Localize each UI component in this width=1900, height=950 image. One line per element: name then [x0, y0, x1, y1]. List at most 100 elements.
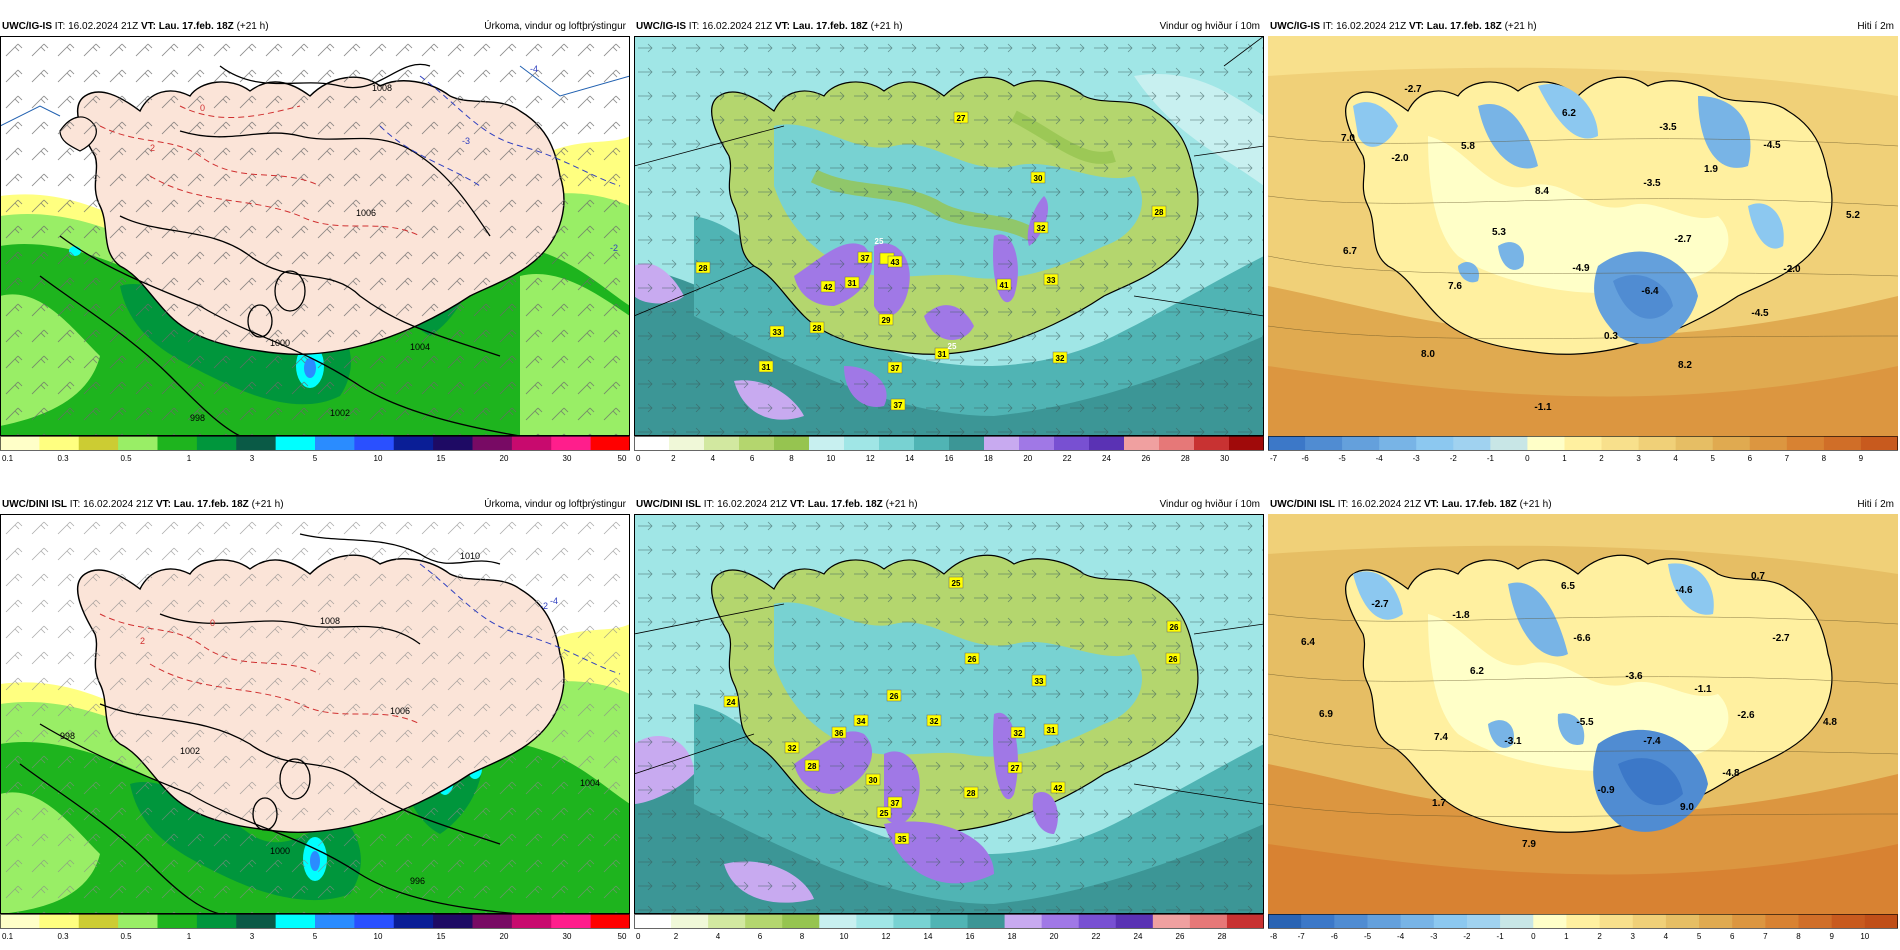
- gust-label: 32: [788, 744, 797, 753]
- temp-label: 7.9: [1522, 839, 1536, 850]
- temp-label: -4.5: [1751, 308, 1769, 319]
- colorbar-tick-label: 8: [1822, 454, 1827, 463]
- colorbar-tick-label: 4: [1673, 454, 1678, 463]
- isobar-label: 1006: [390, 706, 410, 716]
- colorbar-tick-label: 10: [1860, 932, 1869, 941]
- colorbar-tick-label: 18: [1008, 932, 1017, 941]
- gust-label: 33: [1035, 677, 1044, 686]
- temp-contour-label: 0: [200, 103, 205, 113]
- valid-time: Lau. 17.feb. 18Z: [158, 21, 234, 32]
- colorbar-tick-label: 50: [618, 454, 627, 463]
- gust-label: 26: [968, 655, 977, 664]
- colorbar-tick-label: 1: [187, 454, 192, 463]
- colorbar-tick-label: 2: [671, 454, 676, 463]
- colorbar-tick-label: 5: [313, 454, 318, 463]
- colorbar-tick-label: 20: [1023, 454, 1032, 463]
- colorbar-swatch: [1152, 914, 1191, 928]
- temp-contour-label: -3: [462, 136, 470, 146]
- colorbar-tick-label: 1: [187, 932, 192, 941]
- colorbar-tick-label: -8: [1270, 932, 1278, 941]
- colorbar-swatch: [1159, 436, 1195, 450]
- wind-map: 27 30 28 32 28 25 43 37 31 41 33 42 29 2…: [634, 36, 1264, 436]
- panel-title: Vindur og hviður í 10m: [1159, 499, 1260, 510]
- panel-title: Hiti í 2m: [1857, 21, 1894, 32]
- isobar-label: 998: [190, 413, 205, 423]
- colorbar-tick-label: -4: [1397, 932, 1405, 941]
- colorbar-tick-label: 26: [1176, 932, 1185, 941]
- panel-title: Hiti í 2m: [1857, 499, 1894, 510]
- colorbar-swatch: [157, 914, 198, 928]
- temp-label: 6.2: [1470, 666, 1484, 677]
- colorbar-swatch: [1490, 436, 1528, 450]
- colorbar-swatch: [914, 436, 950, 450]
- colorbar-border: [634, 914, 1264, 929]
- gust-label: 28: [813, 324, 822, 333]
- isobar-label: 1008: [320, 616, 340, 626]
- colorbar-swatch: [1189, 914, 1228, 928]
- panel-title: Vindur og hviður í 10m: [1159, 21, 1260, 32]
- colorbar-tick-label: 28: [1218, 932, 1227, 941]
- colorbar-swatch: [39, 436, 80, 450]
- temp-label: 6.9: [1319, 709, 1333, 720]
- temp-label: -2.0: [1391, 153, 1409, 164]
- colorbar-swatch: [1632, 914, 1667, 928]
- isobar-label: 998: [60, 731, 75, 741]
- temp-label: 8.2: [1678, 360, 1692, 371]
- temp-map: -2.7 7.0 -2.0 5.8 6.2 -3.5 -4.5 1.9 8.4 …: [1268, 36, 1898, 436]
- colorbar-swatch: [1699, 914, 1733, 928]
- colorbar-tick-label: 12: [882, 932, 891, 941]
- colorbar-swatch: [196, 436, 237, 450]
- colorbar-swatch: [1864, 914, 1898, 928]
- colorbar-tick-label: 5: [1710, 454, 1715, 463]
- temp-map: -2.7 -1.8 6.5 -4.6 0.7 6.4 -6.6 -2.7 6.2…: [1268, 514, 1898, 914]
- init-time: 16.02.2024 21Z: [702, 21, 773, 32]
- colorbar-tick-label: 2: [1597, 932, 1602, 941]
- colorbar-swatch: [1566, 914, 1601, 928]
- colorbar-swatch: [1019, 436, 1055, 450]
- colorbar-tick-label: 15: [437, 932, 446, 941]
- colorbar: -8 -7 -6 -5 -4 -3 -2 -1 0 1 2 3 4 5 6 7 8 9 10: [1268, 914, 1898, 942]
- colorbar-tick-label: 0.3: [57, 932, 69, 941]
- colorbar-tick-label: 18: [984, 454, 993, 463]
- colorbar-tick-label: -5: [1339, 454, 1347, 463]
- colorbar-tick-label: 8: [1796, 932, 1801, 941]
- valid-time: Lau. 17.feb. 18Z: [1441, 499, 1517, 510]
- gust-label: 42: [1054, 784, 1063, 793]
- colorbar: 0 2 4 6 8 10 12 14 16 18 20 22 24 26 28 30: [634, 436, 1264, 464]
- colorbar-tick-label: 6: [750, 454, 755, 463]
- panel-header: UWC/DINI ISL IT: 16.02.2024 21Z VT: Lau.…: [634, 496, 1264, 514]
- colorbar-swatch: [590, 914, 630, 928]
- colorbar-tick-label: 0: [636, 932, 641, 941]
- colorbar-tick-label: 4: [716, 932, 721, 941]
- colorbar-swatch: [1367, 914, 1402, 928]
- gust-label: 31: [848, 279, 857, 288]
- gust-label: 37: [861, 254, 870, 263]
- colorbar-border: [634, 436, 1264, 451]
- colorbar-tick-label: 1: [1564, 932, 1569, 941]
- colorbar-swatch: [551, 914, 592, 928]
- isobar-label: 1006: [356, 208, 376, 218]
- colorbar-tick-label: 4: [711, 454, 716, 463]
- gust-label: 24: [727, 698, 736, 707]
- gust-label: 32: [1014, 729, 1023, 738]
- colorbar-swatch: [1054, 436, 1090, 450]
- gust-label: 36: [835, 729, 844, 738]
- colorbar-tick-label: 3: [1630, 932, 1635, 941]
- colorbar-tick-label: 3: [250, 454, 255, 463]
- colorbar-swatch: [984, 436, 1020, 450]
- colorbar-swatch: [774, 436, 810, 450]
- colorbar-tick-label: 14: [924, 932, 933, 941]
- colorbar-swatch: [472, 914, 513, 928]
- colorbar-tick-label: 30: [563, 454, 572, 463]
- valid-time: Lau. 17.feb. 18Z: [1426, 21, 1502, 32]
- isobar-label: 996: [410, 876, 425, 886]
- gust-label: 28: [808, 762, 817, 771]
- colorbar-swatch: [1226, 914, 1264, 928]
- colorbar-swatch: [157, 436, 198, 450]
- colorbar-tick-label: 1: [1562, 454, 1567, 463]
- colorbar-tick-label: 8: [800, 932, 805, 941]
- colorbar-swatch: [930, 914, 969, 928]
- colorbar-swatch: [1268, 914, 1302, 928]
- colorbar-swatch: [1301, 914, 1335, 928]
- colorbar-tick-label: 3: [1636, 454, 1641, 463]
